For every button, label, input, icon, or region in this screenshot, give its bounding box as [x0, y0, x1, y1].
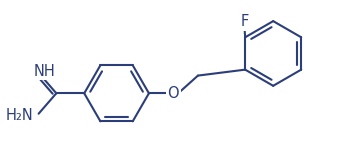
Text: H₂N: H₂N: [6, 108, 34, 123]
Text: O: O: [167, 86, 179, 101]
Text: F: F: [240, 14, 249, 29]
Text: NH: NH: [34, 64, 56, 79]
